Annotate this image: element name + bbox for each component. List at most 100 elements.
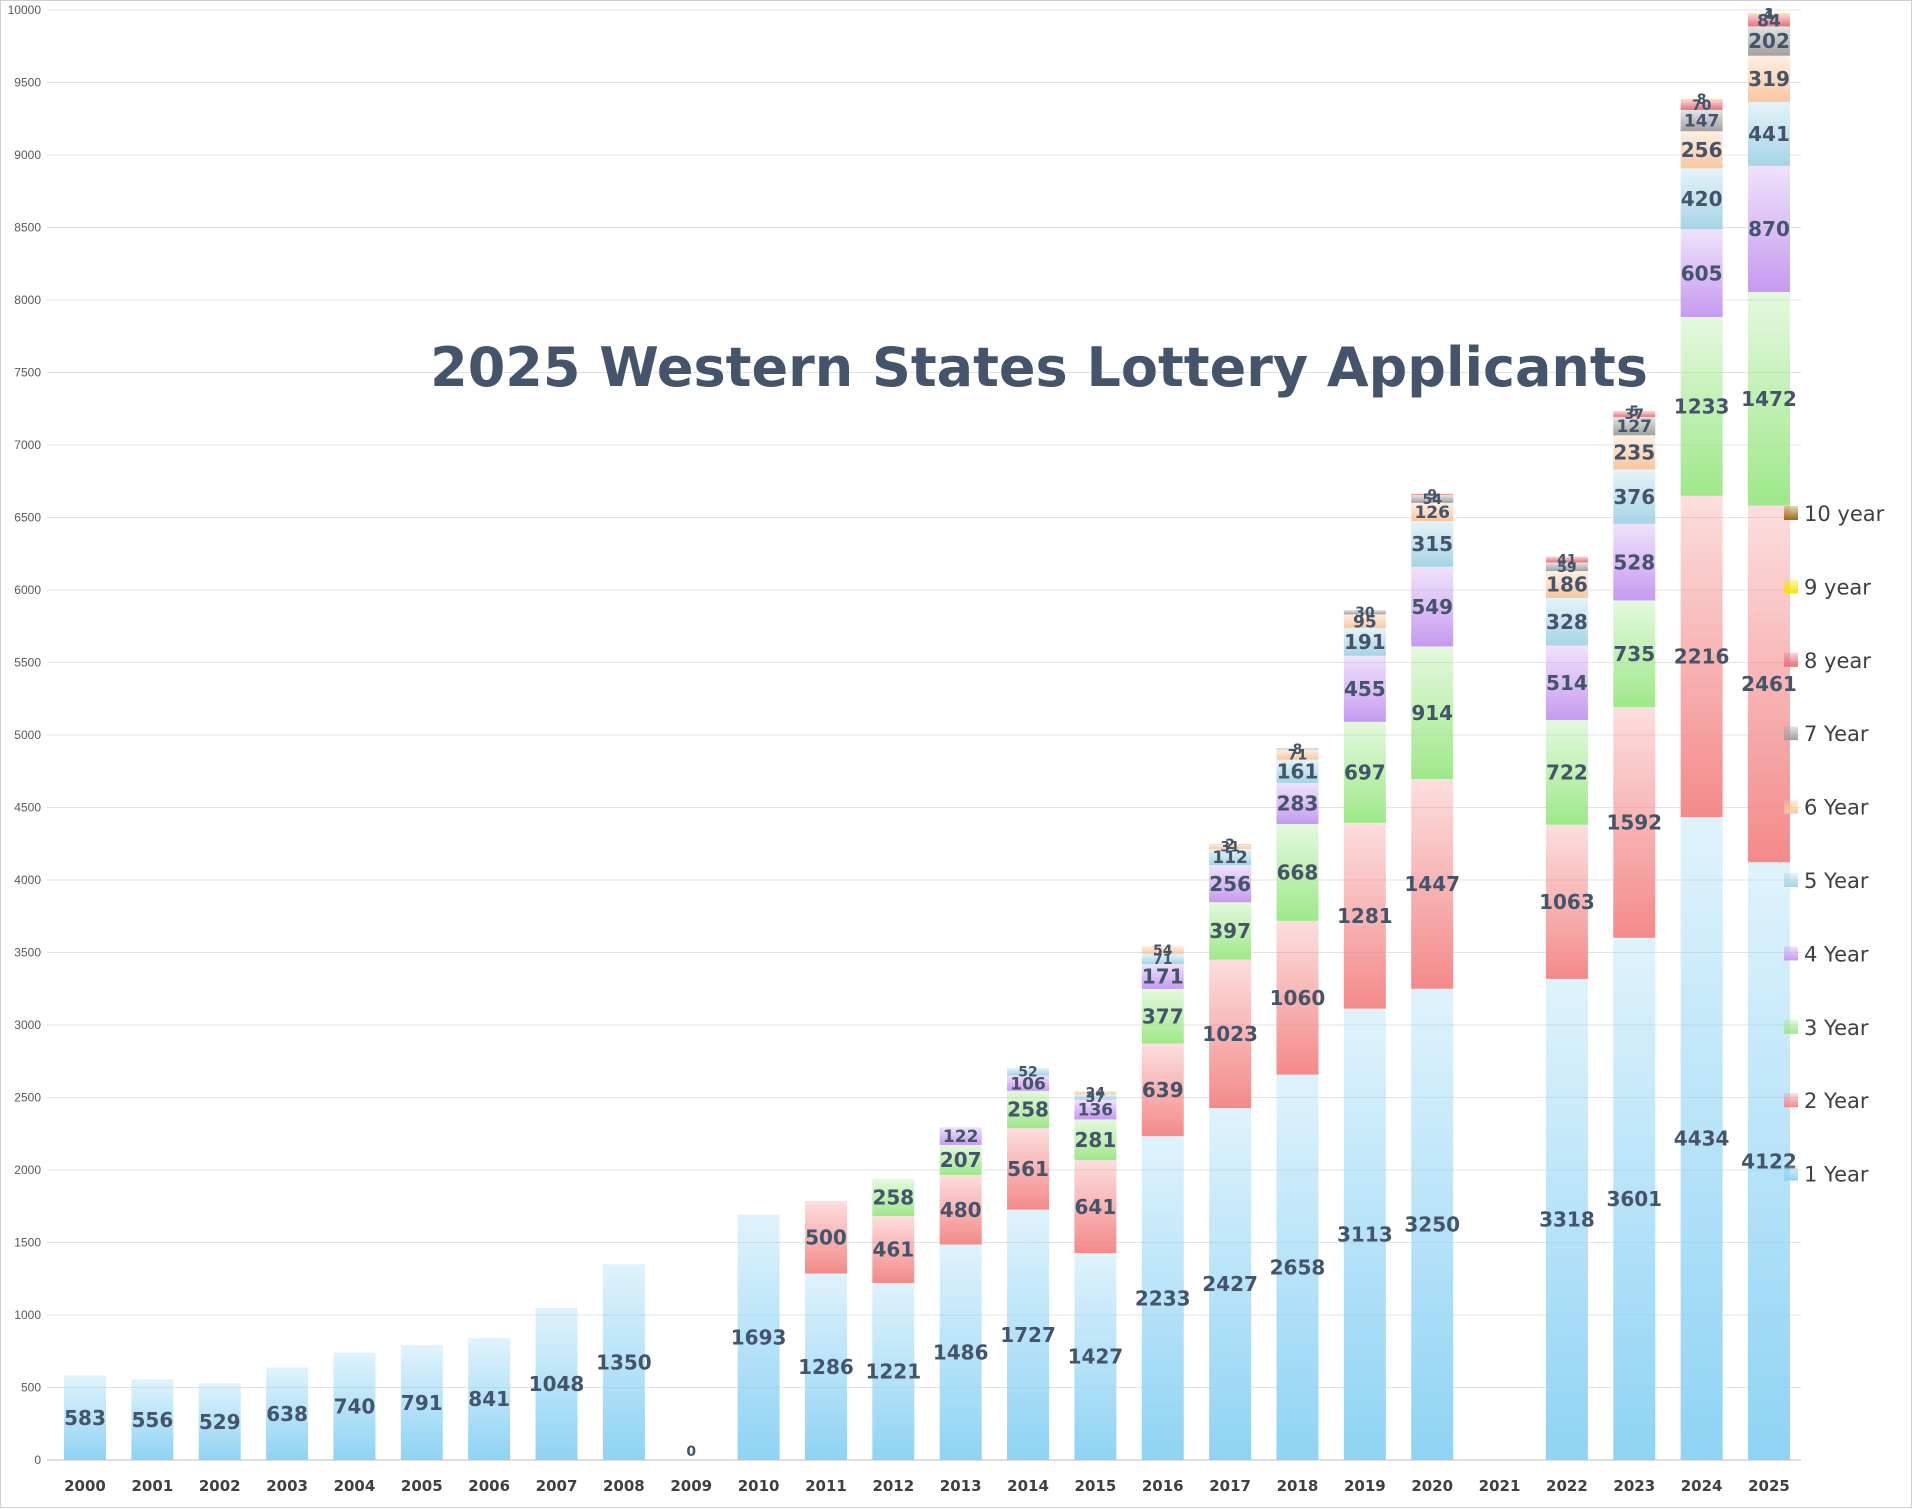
legend-item: 7 Year <box>1784 722 1869 746</box>
legend-item: 5 Year <box>1784 869 1869 893</box>
data-label: 1592 <box>1606 811 1662 835</box>
data-label: 8 <box>1293 742 1303 758</box>
data-label: 740 <box>334 1395 376 1419</box>
data-label: 52 <box>1018 1065 1037 1081</box>
data-label: 1023 <box>1202 1022 1258 1046</box>
data-label: 54 <box>1153 943 1173 959</box>
data-label: 186 <box>1546 573 1588 597</box>
data-label: 315 <box>1411 532 1453 556</box>
y-tick-label: 7500 <box>14 366 41 380</box>
x-tick-label: 2003 <box>266 1477 308 1495</box>
data-label: 256 <box>1209 872 1251 896</box>
data-label: 528 <box>1613 550 1655 574</box>
data-label: 202 <box>1748 29 1790 53</box>
data-label: 420 <box>1681 187 1723 211</box>
legend-item: 9 year <box>1784 575 1871 599</box>
data-label: 0 <box>686 1444 696 1460</box>
legend-swatch <box>1784 1167 1798 1181</box>
y-tick-label: 0 <box>34 1453 41 1467</box>
legend-label: 10 year <box>1804 502 1885 526</box>
data-label: 8 <box>1697 92 1707 108</box>
data-label: 122 <box>943 1127 979 1147</box>
legend-item: 3 Year <box>1784 1016 1869 1040</box>
data-label: 639 <box>1142 1078 1184 1102</box>
data-label: 561 <box>1007 1157 1049 1181</box>
data-label: 1350 <box>596 1350 652 1374</box>
data-label: 870 <box>1748 217 1790 241</box>
data-label: 1286 <box>798 1355 854 1379</box>
data-label: 529 <box>199 1410 241 1434</box>
data-label: 3601 <box>1606 1187 1662 1211</box>
x-tick-label: 2007 <box>536 1477 578 1495</box>
x-tick-label: 2020 <box>1411 1477 1453 1495</box>
data-label: 30 <box>1355 605 1375 621</box>
y-tick-label: 500 <box>21 1381 41 1395</box>
legend-swatch <box>1784 579 1798 593</box>
legend-swatch <box>1784 873 1798 887</box>
x-tick-label: 2015 <box>1075 1477 1117 1495</box>
data-label: 722 <box>1546 761 1588 785</box>
legend-label: 8 year <box>1804 649 1871 673</box>
data-label: 549 <box>1411 595 1453 619</box>
data-label: 455 <box>1344 677 1386 701</box>
data-label: 9 <box>1427 487 1437 503</box>
legend-label: 5 Year <box>1804 869 1869 893</box>
y-tick-label: 3000 <box>14 1018 41 1032</box>
data-label: 841 <box>468 1387 510 1411</box>
legend-swatch <box>1784 1020 1798 1034</box>
data-label: 207 <box>940 1148 982 1172</box>
data-label: 3318 <box>1539 1208 1595 1232</box>
x-tick-label: 2012 <box>872 1477 914 1495</box>
data-label: 1472 <box>1741 387 1797 411</box>
x-tick-label: 2008 <box>603 1477 645 1495</box>
data-label: 914 <box>1411 701 1453 725</box>
x-tick-label: 2025 <box>1748 1477 1790 1495</box>
y-axis-ticks: 0500100015002000250030003500400045005000… <box>8 3 42 1467</box>
chart-title: 2025 Western States Lottery Applicants <box>430 336 1648 399</box>
legend: 10 year 9 year 8 year 7 Year 6 Year 5 Year 4 Y… <box>1784 502 1885 1187</box>
data-label: 328 <box>1546 610 1588 634</box>
data-label: 668 <box>1277 861 1319 885</box>
bars <box>64 13 1790 1460</box>
y-tick-label: 2500 <box>14 1091 41 1105</box>
data-label: 461 <box>872 1238 914 1262</box>
legend-label: 4 Year <box>1804 942 1869 966</box>
data-label: 1486 <box>933 1340 989 1364</box>
legend-item: 6 Year <box>1784 796 1869 820</box>
data-label: 1447 <box>1404 872 1460 896</box>
data-label: 2658 <box>1270 1255 1326 1279</box>
data-label: 1063 <box>1539 890 1595 914</box>
data-label: 556 <box>131 1408 173 1432</box>
data-label: 1727 <box>1000 1323 1056 1347</box>
data-label: 41 <box>1557 553 1576 569</box>
data-label: 258 <box>1007 1098 1049 1122</box>
x-tick-label: 2018 <box>1277 1477 1319 1495</box>
x-tick-label: 2014 <box>1007 1477 1049 1495</box>
y-tick-label: 5000 <box>14 728 41 742</box>
data-label: 4434 <box>1674 1127 1730 1151</box>
y-tick-label: 1500 <box>14 1236 41 1250</box>
data-label: 638 <box>266 1402 308 1426</box>
x-tick-label: 2013 <box>940 1477 982 1495</box>
data-label: 1060 <box>1270 986 1326 1010</box>
x-tick-label: 2001 <box>131 1477 173 1495</box>
data-label: 3250 <box>1404 1213 1460 1237</box>
data-label: 5 <box>1629 404 1639 420</box>
data-label: 377 <box>1142 1004 1184 1028</box>
data-label: 500 <box>805 1225 847 1249</box>
x-tick-label: 2011 <box>805 1477 847 1495</box>
data-label: 1693 <box>731 1325 787 1349</box>
legend-label: 1 Year <box>1804 1163 1869 1187</box>
y-tick-label: 7000 <box>14 438 41 452</box>
legend-label: 9 year <box>1804 575 1871 599</box>
y-tick-label: 4500 <box>14 801 41 815</box>
legend-label: 2 Year <box>1804 1089 1869 1113</box>
data-label: 1427 <box>1068 1345 1124 1369</box>
data-label: 480 <box>940 1198 982 1222</box>
data-label: 283 <box>1277 792 1319 816</box>
x-tick-label: 2010 <box>738 1477 780 1495</box>
data-label: 1281 <box>1337 904 1393 928</box>
legend-item: 2 Year <box>1784 1089 1869 1113</box>
